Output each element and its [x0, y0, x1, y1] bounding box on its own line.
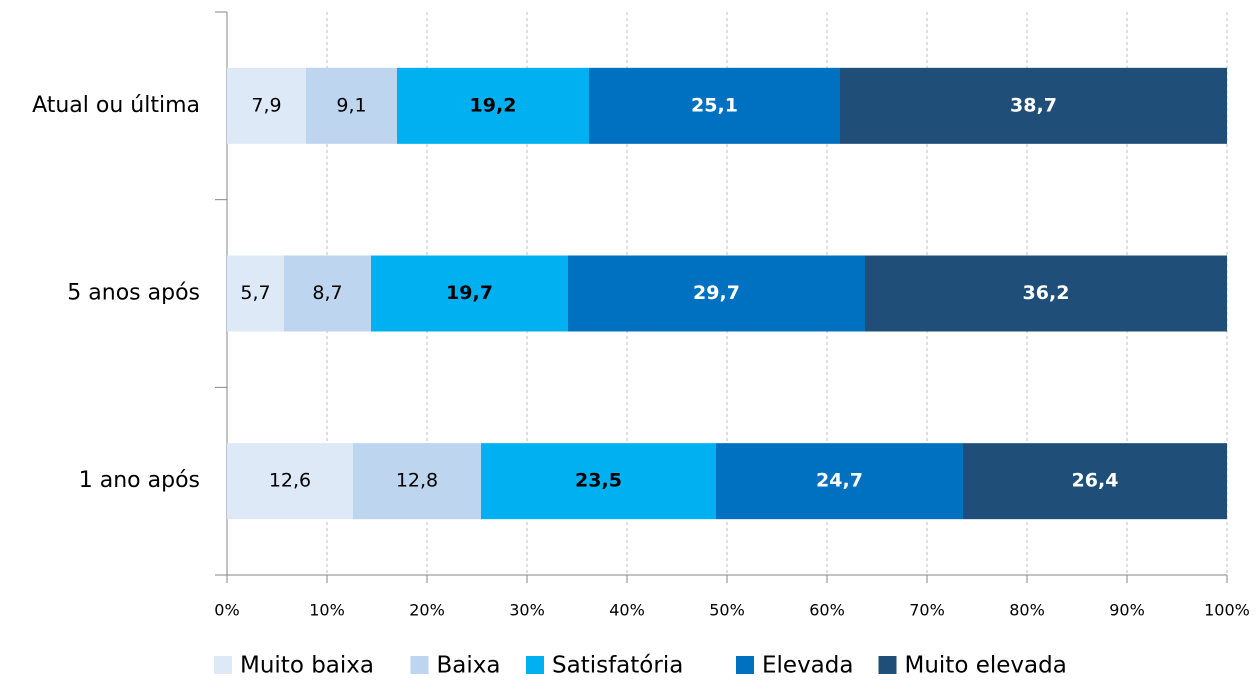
- bar-segment: [284, 255, 371, 332]
- x-tick-label: 50%: [709, 601, 745, 620]
- bar-segment: [227, 67, 306, 144]
- x-tick-label: 70%: [909, 601, 945, 620]
- bar-segment: [371, 255, 568, 332]
- y-tick-label: 1 ano após: [79, 468, 200, 493]
- data-label: 25,1: [691, 94, 738, 116]
- x-tick-label: 0%: [214, 601, 239, 620]
- x-tick-label: 90%: [1109, 601, 1145, 620]
- data-label: 12,8: [396, 470, 438, 492]
- bar-segment: [481, 443, 716, 520]
- legend-label: Elevada: [762, 653, 853, 679]
- data-label: 5,7: [240, 282, 270, 304]
- bar-segment: [716, 443, 963, 520]
- bar-segment: [963, 443, 1227, 520]
- data-label: 36,2: [1023, 282, 1070, 304]
- data-label: 24,7: [816, 470, 863, 492]
- x-tick-label: 40%: [609, 601, 645, 620]
- data-label: 19,7: [446, 282, 493, 304]
- legend-swatch: [214, 656, 232, 674]
- bar-segment: [589, 67, 840, 144]
- data-label: 7,9: [251, 94, 281, 116]
- y-tick-label: 5 anos após: [67, 281, 200, 306]
- bar-segment: [568, 255, 865, 332]
- data-label: 23,5: [575, 470, 622, 492]
- bar-segment: [840, 67, 1227, 144]
- data-label: 19,2: [470, 94, 517, 116]
- x-tick-label: 100%: [1204, 601, 1250, 620]
- data-label: 9,1: [336, 94, 366, 116]
- legend-swatch: [878, 656, 897, 674]
- bar-segment: [227, 443, 353, 520]
- y-tick-label: Atual ou última: [32, 93, 200, 118]
- legend-label: Muito elevada: [905, 653, 1067, 679]
- data-label: 29,7: [693, 282, 740, 304]
- data-label: 26,4: [1072, 470, 1119, 492]
- data-label: 8,7: [312, 282, 342, 304]
- bar-segment: [397, 67, 589, 144]
- legend-swatch: [410, 656, 429, 674]
- legend-label: Muito baixa: [240, 653, 374, 679]
- bar-segment: [306, 67, 397, 144]
- x-tick-label: 10%: [309, 601, 345, 620]
- legend-swatch: [526, 656, 544, 674]
- x-tick-label: 80%: [1009, 601, 1045, 620]
- legend-label: Satisfatória: [552, 653, 683, 679]
- data-label: 12,6: [269, 470, 311, 492]
- bar-segment: [353, 443, 481, 520]
- legend-label: Baixa: [437, 653, 501, 679]
- x-tick-label: 60%: [809, 601, 845, 620]
- legend-swatch: [736, 656, 754, 674]
- x-tick-label: 20%: [409, 601, 445, 620]
- bar-segment: [227, 255, 284, 332]
- x-tick-label: 30%: [509, 601, 545, 620]
- data-label: 38,7: [1010, 94, 1057, 116]
- bar-segment: [865, 255, 1227, 332]
